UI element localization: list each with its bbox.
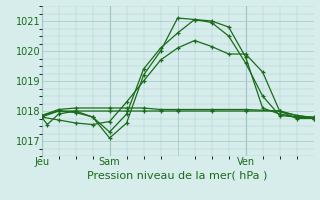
X-axis label: Pression niveau de la mer( hPa ): Pression niveau de la mer( hPa ) (87, 170, 268, 180)
